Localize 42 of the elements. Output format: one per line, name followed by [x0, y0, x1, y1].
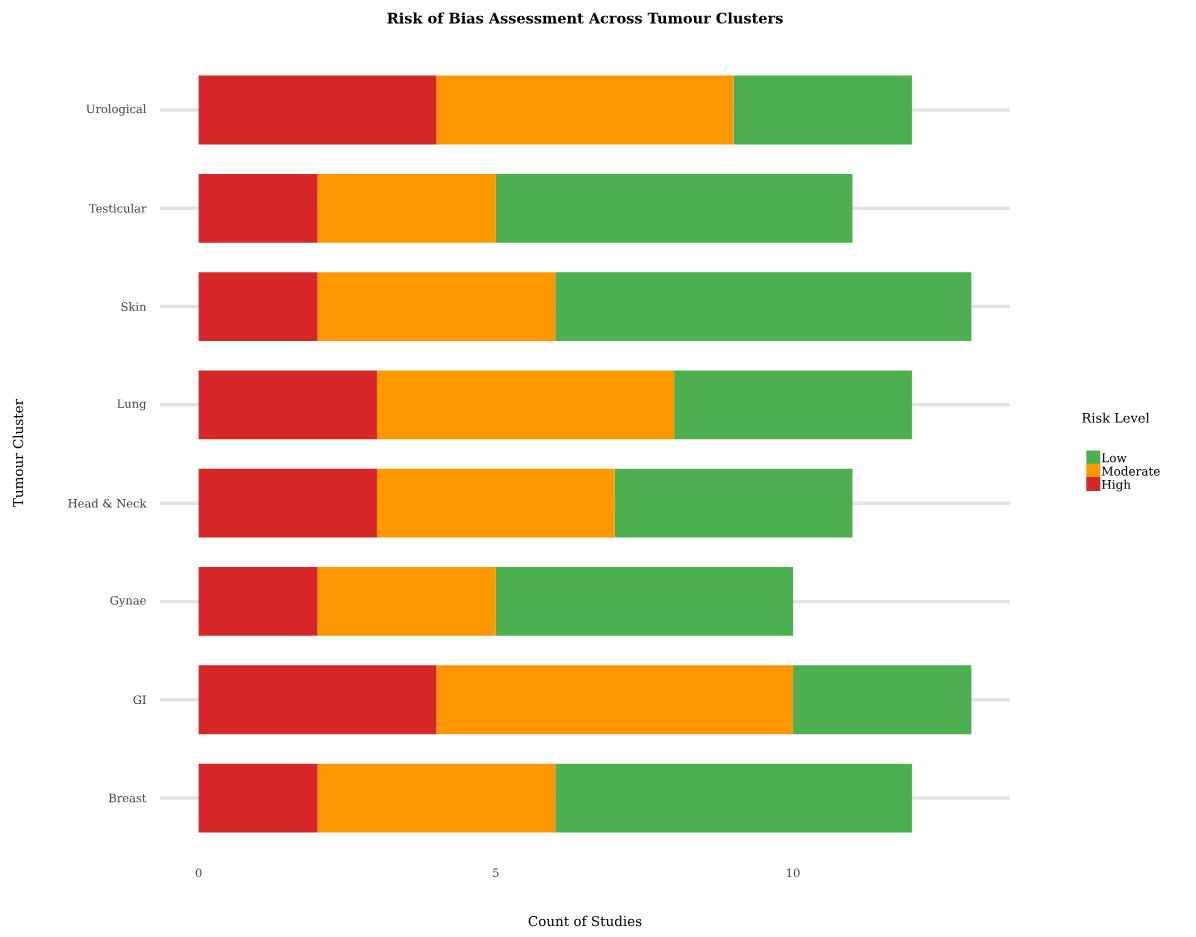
bar: [674, 370, 912, 440]
x-tick-label: 10: [787, 868, 800, 878]
x-axis-title: Count of Studies: [528, 915, 642, 927]
bar: [555, 272, 972, 341]
bar: [495, 567, 794, 636]
y-tick-label: Breast: [108, 793, 147, 803]
bar: [436, 75, 734, 145]
legend-label: Moderate: [1101, 466, 1160, 476]
bar: [198, 272, 318, 341]
bar: [376, 370, 675, 440]
bar: [317, 763, 556, 833]
bar: [198, 665, 437, 735]
y-axis-title: Tumour Cluster: [12, 398, 24, 507]
x-tick-label: 0: [195, 868, 202, 878]
bar: [198, 763, 318, 833]
bar: [317, 567, 496, 636]
y-tick-label: Gynae: [110, 595, 146, 607]
legend-label: Low: [1101, 453, 1127, 463]
x-tick-label: 5: [493, 868, 499, 878]
bar: [317, 272, 556, 341]
bar: [733, 75, 912, 145]
bar: [198, 370, 377, 440]
y-tick-label: Urological: [86, 104, 147, 116]
bar: [614, 468, 853, 538]
bar: [198, 468, 377, 538]
bar: [198, 75, 437, 145]
bar: [436, 665, 794, 735]
bar: [376, 468, 615, 538]
bar: [198, 567, 318, 636]
bar: [198, 173, 318, 243]
y-tick-label: Testicular: [88, 203, 147, 213]
bar: [317, 173, 496, 243]
bar: [555, 763, 912, 833]
chart-title: Risk of Bias Assessment Across Tumour Clusters: [387, 12, 783, 24]
bar: [793, 665, 972, 735]
y-tick-label: Head & Neck: [68, 498, 147, 508]
y-tick-label: Skin: [121, 302, 147, 312]
y-tick-label: GI: [133, 695, 146, 705]
bar: [495, 173, 853, 243]
legend-label: High: [1101, 479, 1131, 492]
y-tick-label: Lung: [117, 399, 147, 411]
legend-title: Risk Level: [1082, 412, 1150, 423]
